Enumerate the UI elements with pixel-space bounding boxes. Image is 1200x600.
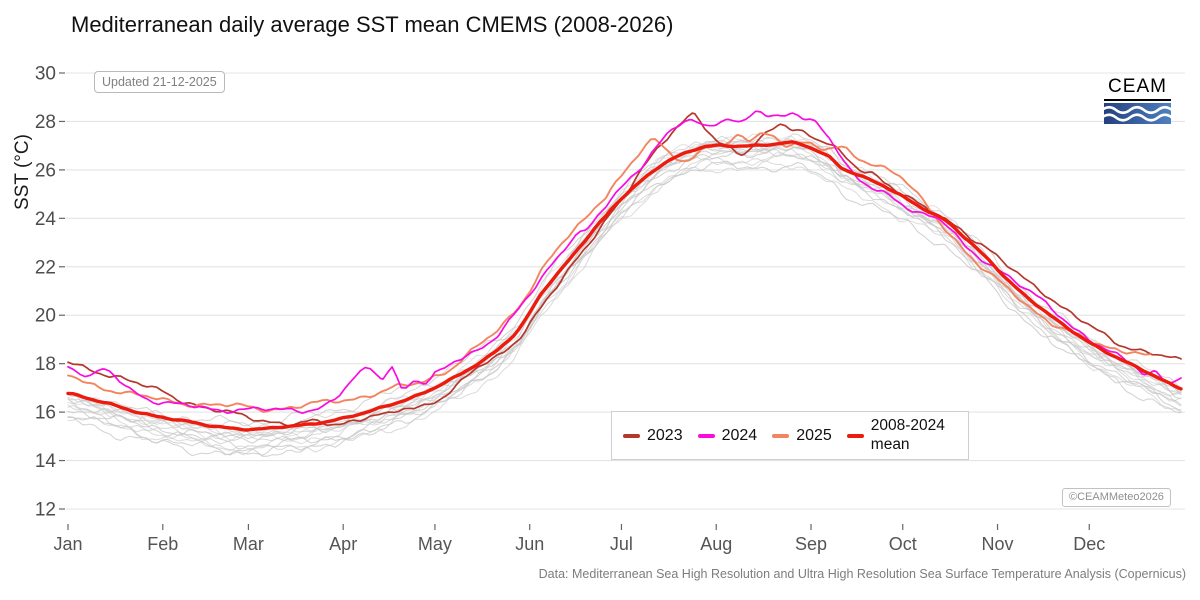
legend-item-2025: 2025 xyxy=(772,427,832,445)
copyright-badge: ©CEAMMeteo2026 xyxy=(1062,488,1171,508)
legend-item-mean: 2008-2024 mean xyxy=(846,417,957,454)
x-tick-label: Mar xyxy=(233,534,264,554)
x-tick-label: Nov xyxy=(982,534,1014,554)
x-tick-label: Sep xyxy=(795,534,827,554)
series-line-mean xyxy=(66,140,1183,432)
series-line-y2025 xyxy=(67,132,1152,413)
legend-swatch-mean xyxy=(846,433,864,438)
y-tick-label: 16 xyxy=(35,403,56,424)
legend-item-2023: 2023 xyxy=(623,427,683,445)
legend-label-2024: 2024 xyxy=(721,426,758,444)
legend-item-2024: 2024 xyxy=(697,426,758,445)
page-title: Mediterranean daily average SST mean CME… xyxy=(71,12,674,37)
background-year-line xyxy=(67,139,1182,427)
x-tick-label: Aug xyxy=(700,534,732,554)
legend-swatch-2024 xyxy=(697,433,715,438)
series-line-y2024 xyxy=(67,110,1182,415)
x-tick-label: Jan xyxy=(53,534,82,554)
x-tick-label: Jun xyxy=(515,534,544,554)
x-tick-label: Apr xyxy=(329,534,357,554)
background-year-line xyxy=(67,148,1182,457)
legend-swatch-2023 xyxy=(623,433,640,438)
ceam-logo: CEAM xyxy=(1104,76,1171,124)
legend-swatch-2025 xyxy=(772,433,790,438)
legend-label-2023: 2023 xyxy=(647,426,683,444)
ceam-logo-text: CEAM xyxy=(1104,76,1171,101)
legend-label-mean: 2008-2024 mean xyxy=(870,417,945,453)
y-tick-label: 14 xyxy=(35,451,57,472)
updated-badge: Updated 21-12-2025 xyxy=(94,71,225,94)
legend-label-2025: 2025 xyxy=(796,426,832,444)
x-tick-label: Jul xyxy=(610,534,633,554)
y-tick-label: 18 xyxy=(35,354,56,375)
x-tick-label: May xyxy=(418,534,452,554)
y-axis-title: SST (°C) xyxy=(12,134,33,210)
legend: 2023 2024 2025 2008-2024 mean xyxy=(611,411,969,460)
ceam-waves-icon xyxy=(1104,103,1171,124)
data-source-caption: Data: Mediterranean Sea High Resolution … xyxy=(538,567,1186,581)
y-tick-label: 22 xyxy=(35,257,56,278)
y-tick-label: 12 xyxy=(35,500,56,521)
y-tick-label: 30 xyxy=(35,64,56,85)
x-tick-label: Feb xyxy=(147,534,178,554)
x-tick-label: Oct xyxy=(889,534,917,554)
background-year-line xyxy=(67,147,1182,456)
y-tick-label: 26 xyxy=(35,160,56,181)
background-year-line xyxy=(67,142,1182,437)
x-tick-label: Dec xyxy=(1073,534,1105,554)
y-tick-label: 20 xyxy=(35,306,56,327)
series-line-y2023 xyxy=(67,112,1182,428)
y-tick-label: 24 xyxy=(35,209,57,230)
y-tick-label: 28 xyxy=(35,112,56,133)
background-year-line xyxy=(67,148,1182,456)
